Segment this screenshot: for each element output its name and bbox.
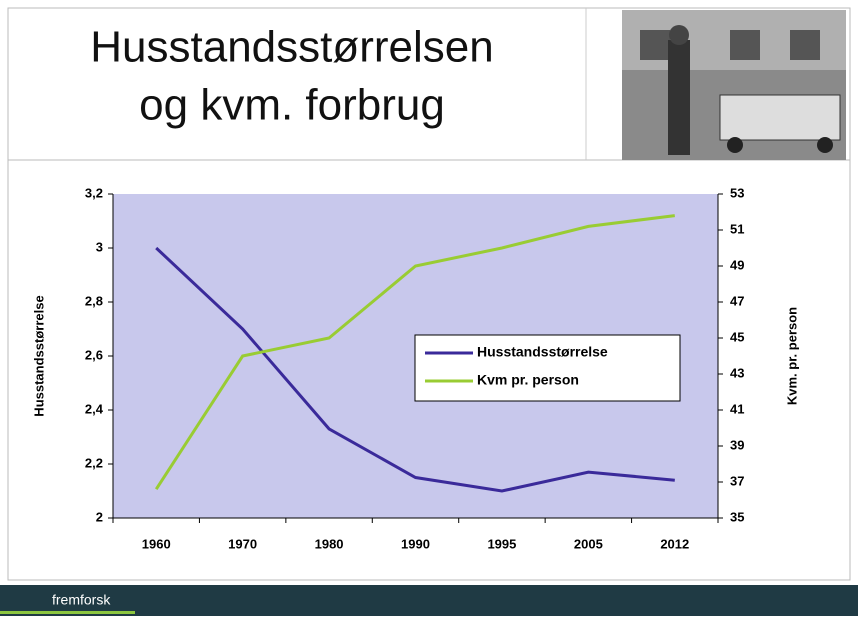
y2-tick-label: 37 bbox=[730, 473, 744, 488]
x-tick-label: 2005 bbox=[574, 536, 603, 551]
x-tick-label: 1995 bbox=[487, 536, 516, 551]
chart: 2 2,2 2,4 2,6 2,8 3 3,2 35 37 39 41 43 45 47 49 51 53 196… bbox=[31, 185, 799, 551]
x-tick-label: 1970 bbox=[228, 536, 257, 551]
y-tick-label: 2 bbox=[96, 509, 103, 524]
x-tick-label: 1990 bbox=[401, 536, 430, 551]
y2-tick-label: 35 bbox=[730, 509, 744, 524]
slide: Husstandsstørrelsen og kvm. forbrug frem… bbox=[0, 0, 858, 616]
y-axis-title: Husstandsstørrelse bbox=[31, 295, 46, 416]
x-tick-label: 2012 bbox=[660, 536, 689, 551]
legend-label: Kvm pr. person bbox=[477, 372, 579, 388]
y2-tick-label: 41 bbox=[730, 401, 744, 416]
footer-brand: fremforsk bbox=[52, 592, 111, 608]
title: Husstandsstørrelsen bbox=[90, 23, 493, 72]
y2-tick-label: 49 bbox=[730, 257, 744, 272]
y-tick-label: 2,6 bbox=[85, 347, 103, 362]
y-tick-label: 3,2 bbox=[85, 185, 103, 200]
y2-tick-label: 45 bbox=[730, 329, 744, 344]
y-tick-label: 3 bbox=[96, 239, 103, 254]
photo bbox=[622, 10, 846, 160]
y2-tick-label: 51 bbox=[730, 221, 744, 236]
y2-tick-label: 53 bbox=[730, 185, 744, 200]
footer-accent bbox=[0, 611, 135, 614]
y2-axis-title: Kvm. pr. person bbox=[784, 307, 799, 405]
x-tick-label: 1980 bbox=[315, 536, 344, 551]
legend-label: Husstandsstørrelse bbox=[477, 344, 608, 360]
x-tick-label: 1960 bbox=[142, 536, 171, 551]
y2-tick-label: 43 bbox=[730, 365, 744, 380]
y-tick-label: 2,4 bbox=[85, 401, 104, 416]
y-tick-label: 2,8 bbox=[85, 293, 103, 308]
y2-tick-label: 39 bbox=[730, 437, 744, 452]
title: og kvm. forbrug bbox=[139, 81, 445, 130]
y-tick-label: 2,2 bbox=[85, 455, 103, 470]
y2-tick-label: 47 bbox=[730, 293, 744, 308]
